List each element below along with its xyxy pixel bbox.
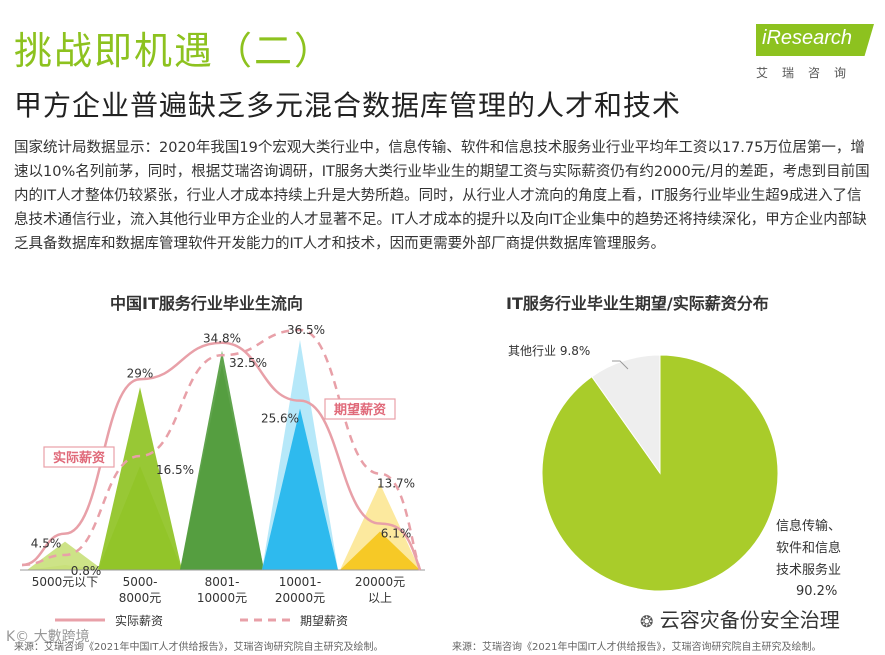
main-slice-label-line-1: 软件和信息 <box>776 540 841 556</box>
right-source-note: 来源：艾瑞咨询《2021年中国IT人才供给报告》，艾瑞咨询研究院自主研究及绘制。 <box>452 642 822 653</box>
left-chart-title: 中国IT服务行业毕业生流向 <box>110 294 303 313</box>
expected-peak-4 <box>340 483 420 570</box>
page-subtitle: 甲方企业普遍缺乏多元混合数据库管理的人才和技术 <box>14 89 682 122</box>
legend-expected-label: 期望薪资 <box>300 614 348 628</box>
left-source-note: 来源：艾瑞咨询《2021年中国IT人才供给报告》，艾瑞咨询研究院自主研究及绘制。 <box>14 642 384 653</box>
main-slice-label-line-0: 信息传输、 <box>776 518 841 534</box>
other-slice-label: 其他行业 9.8% <box>508 344 590 358</box>
main-slice-label-line-2: 技术服务业 <box>776 562 841 578</box>
logo-subtitle: 艾瑞咨询 <box>756 66 861 80</box>
actual-peak-3 <box>262 408 338 570</box>
category-label-3: 20000元 <box>275 591 325 605</box>
category-label-0: 5000元以下 <box>32 575 99 589</box>
value-label-2: 29% <box>127 366 154 380</box>
category-label-2: 8001- <box>205 575 240 589</box>
body-paragraph: 国家统计局数据显示：2020年我国19个宏观大类行业中，信息传输、软件和信息技术… <box>14 140 870 252</box>
category-label-1: 5000- <box>123 575 158 589</box>
actual-peak-4 <box>340 531 420 570</box>
category-label-2: 10000元 <box>197 591 247 605</box>
category-label-4: 20000元 <box>355 575 405 589</box>
value-label-9: 6.1% <box>381 527 412 541</box>
other-leader-line <box>612 360 629 370</box>
actual-salary-curve <box>21 341 422 571</box>
category-label-3: 10001- <box>279 575 322 589</box>
category-label-1: 8000元 <box>119 591 162 605</box>
callout-box-1 <box>324 398 396 420</box>
pie-slice-1 <box>591 354 661 475</box>
main-slice-percent: 90.2% <box>796 584 837 599</box>
callout-label-0: 实际薪资 <box>53 450 105 466</box>
value-label-8: 13.7% <box>377 477 415 491</box>
category-label-4: 以上 <box>368 591 392 605</box>
callout-label-1: 期望薪资 <box>334 402 386 418</box>
value-label-4: 34.8% <box>203 332 241 346</box>
salary-distribution-pie: 其他行业 9.8% 信息传输、软件和信息技术服务业 90.2% <box>508 344 841 599</box>
callout-box-0 <box>43 446 115 468</box>
watermark-left: K© 大數跨境 <box>6 629 90 645</box>
expected-salary-curve <box>21 328 422 571</box>
value-label-7: 25.6% <box>261 412 299 426</box>
wechat-icon: ❂ <box>640 612 654 631</box>
page-title: 挑战即机遇（二） <box>14 29 335 73</box>
legend-actual-label: 实际薪资 <box>115 613 163 628</box>
iresearch-logo: iResearch 艾瑞咨询 <box>756 24 874 84</box>
graduate-flow-chart: 4.5% 0.8% 29% 16.5% 34.8% 32.5% 36.5% 25.6% 13.7… <box>20 323 425 628</box>
value-label-0: 4.5% <box>31 537 62 551</box>
value-label-5: 32.5% <box>229 356 267 370</box>
watermark-text: 云容灾备份安全治理 <box>659 608 840 632</box>
value-label-3: 16.5% <box>156 463 194 477</box>
logo-text: iResearch <box>762 27 853 49</box>
right-chart-title: IT服务行业毕业生期望/实际薪资分布 <box>506 294 769 313</box>
actual-peak-2 <box>180 350 264 570</box>
watermark-wechat: ❂ 云容灾备份安全治理 <box>640 604 840 633</box>
value-label-1: 0.8% <box>71 564 102 578</box>
actual-peak-1 <box>98 387 182 570</box>
value-label-6: 36.5% <box>287 323 325 337</box>
